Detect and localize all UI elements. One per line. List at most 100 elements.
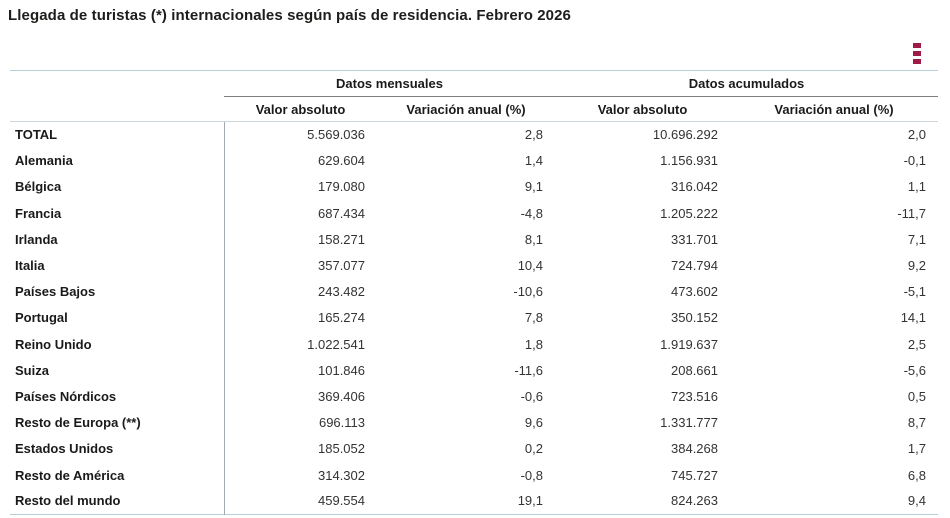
monthly-absolute-value: 459.554 — [318, 493, 365, 509]
monthly-variation-value: 8,1 — [524, 231, 543, 247]
row-label-country: Reino Unido — [10, 331, 225, 358]
monthly-absolute-value: 1.022.541 — [307, 336, 365, 352]
accumulated-absolute-value: 350.152 — [671, 310, 718, 326]
context-menu-button[interactable] — [908, 40, 926, 66]
row-label-country: Países Bajos — [10, 278, 225, 305]
table-row: Suiza 101.846 -11,6 208.661 -5,6 — [10, 357, 938, 384]
table-row: Irlanda 158.271 8,1 331.701 7,1 — [10, 226, 938, 253]
kebab-menu-icon — [913, 42, 921, 48]
kebab-menu-icon — [913, 58, 921, 64]
monthly-variation-value: 10,4 — [517, 258, 543, 274]
row-label-country: Bélgica — [10, 173, 225, 201]
row-label-country: Resto del mundo — [10, 488, 225, 515]
table-row: Bélgica 179.080 9,1 316.042 1,1 — [10, 173, 938, 201]
monthly-absolute-value: 314.302 — [318, 467, 365, 483]
monthly-absolute-value: 5.569.036 — [307, 127, 365, 143]
monthly-variation-value: -0,6 — [520, 388, 543, 404]
row-label-country: Estados Unidos — [10, 435, 225, 462]
row-label-country: Resto de América — [10, 461, 225, 489]
monthly-absolute-value: 687.434 — [318, 205, 365, 221]
accumulated-variation-value: 8,7 — [907, 415, 926, 431]
monthly-variation-value: 9,6 — [524, 415, 543, 431]
table-row: Estados Unidos 185.052 0,2 384.268 1,7 — [10, 435, 938, 462]
monthly-variation-value: -10,6 — [513, 284, 543, 300]
monthly-absolute-value: 158.271 — [318, 231, 365, 247]
col-header-monthly-absolute: Valor absoluto — [224, 96, 377, 122]
accumulated-absolute-value: 1.205.222 — [660, 205, 718, 221]
group-header-row: Datos mensuales Datos acumulados — [10, 70, 938, 97]
accumulated-absolute-value: 723.516 — [671, 388, 718, 404]
tourists-table-container: Datos mensuales Datos acumulados Valor a… — [10, 70, 938, 515]
table-row: Resto de Europa (**) 696.113 9,6 1.331.7… — [10, 409, 938, 436]
monthly-variation-value: -11,6 — [514, 362, 543, 378]
page-title: Llegada de turistas (*) internacionales … — [8, 7, 571, 24]
accumulated-absolute-value: 316.042 — [671, 179, 718, 195]
table-row: Países Bajos 243.482 -10,6 473.602 -5,1 — [10, 278, 938, 305]
kebab-menu-icon — [913, 50, 921, 56]
accumulated-absolute-value: 724.794 — [671, 258, 718, 274]
group-header-monthly: Datos mensuales — [224, 70, 555, 97]
group-header-accumulated: Datos acumulados — [555, 70, 938, 97]
col-header-accumulated-absolute: Valor absoluto — [555, 96, 730, 122]
monthly-absolute-value: 165.274 — [318, 310, 365, 326]
row-label-country: Países Nórdicos — [10, 383, 225, 410]
monthly-variation-value: -4,8 — [520, 205, 543, 221]
accumulated-variation-value: 9,4 — [907, 493, 926, 509]
monthly-absolute-value: 696.113 — [318, 415, 365, 431]
accumulated-variation-value: 2,0 — [907, 127, 926, 143]
table-row: TOTAL 5.569.036 2,8 10.696.292 2,0 — [10, 121, 938, 148]
accumulated-variation-value: -11,7 — [897, 205, 926, 221]
row-label-country: Portugal — [10, 304, 225, 331]
accumulated-variation-value: -0,1 — [903, 153, 926, 169]
accumulated-variation-value: 9,2 — [907, 258, 926, 274]
table-row: Alemania 629.604 1,4 1.156.931 -0,1 — [10, 147, 938, 174]
accumulated-absolute-value: 824.263 — [671, 493, 718, 509]
table-row: Portugal 165.274 7,8 350.152 14,1 — [10, 304, 938, 331]
row-label-country: Resto de Europa (**) — [10, 409, 225, 436]
accumulated-variation-value: -5,1 — [903, 284, 926, 300]
monthly-variation-value: 7,8 — [524, 310, 543, 326]
table-body: TOTAL 5.569.036 2,8 10.696.292 2,0 Alema… — [10, 121, 938, 515]
accumulated-variation-value: 6,8 — [907, 467, 926, 483]
monthly-absolute-value: 629.604 — [318, 153, 365, 169]
monthly-absolute-value: 101.846 — [318, 362, 365, 378]
monthly-absolute-value: 369.406 — [318, 388, 365, 404]
tourists-table: Datos mensuales Datos acumulados Valor a… — [10, 70, 938, 515]
accumulated-absolute-value: 10.696.292 — [652, 127, 718, 143]
monthly-variation-value: 0,2 — [524, 441, 543, 457]
row-label-country: Francia — [10, 200, 225, 227]
accumulated-absolute-value: 473.602 — [671, 284, 718, 300]
monthly-absolute-value: 179.080 — [318, 179, 365, 195]
empty-corner-cell — [10, 71, 224, 97]
accumulated-absolute-value: 1.156.931 — [660, 153, 718, 169]
monthly-variation-value: 19,1 — [517, 493, 543, 509]
accumulated-variation-value: -5,6 — [903, 362, 926, 378]
col-header-accumulated-variation: Variación anual (%) — [730, 96, 938, 122]
row-label-country: Irlanda — [10, 226, 225, 253]
monthly-variation-value: 1,4 — [524, 153, 543, 169]
accumulated-variation-value: 7,1 — [907, 231, 926, 247]
table-row: Resto de América 314.302 -0,8 745.727 6,… — [10, 461, 938, 489]
monthly-variation-value: 9,1 — [524, 179, 543, 195]
monthly-absolute-value: 185.052 — [318, 441, 365, 457]
table-row: Francia 687.434 -4,8 1.205.222 -11,7 — [10, 200, 938, 227]
sub-header-row: Valor absoluto Variación anual (%) Valor… — [10, 96, 938, 122]
monthly-absolute-value: 243.482 — [318, 284, 365, 300]
row-label-country: Italia — [10, 252, 225, 279]
accumulated-variation-value: 1,1 — [907, 179, 926, 195]
monthly-variation-value: 1,8 — [524, 336, 543, 352]
col-header-monthly-variation: Variación anual (%) — [377, 96, 555, 122]
accumulated-absolute-value: 745.727 — [671, 467, 718, 483]
table-row: Países Nórdicos 369.406 -0,6 723.516 0,5 — [10, 383, 938, 410]
table-row: Resto del mundo 459.554 19,1 824.263 9,4 — [10, 488, 938, 515]
accumulated-absolute-value: 331.701 — [671, 231, 718, 247]
row-label-country: Alemania — [10, 147, 225, 174]
accumulated-absolute-value: 384.268 — [671, 441, 718, 457]
accumulated-absolute-value: 1.331.777 — [660, 415, 718, 431]
accumulated-variation-value: 2,5 — [907, 336, 926, 352]
monthly-variation-value: 2,8 — [524, 127, 543, 143]
empty-corner-cell — [10, 96, 224, 122]
monthly-absolute-value: 357.077 — [318, 258, 365, 274]
accumulated-absolute-value: 1.919.637 — [660, 336, 718, 352]
table-row: Reino Unido 1.022.541 1,8 1.919.637 2,5 — [10, 331, 938, 358]
